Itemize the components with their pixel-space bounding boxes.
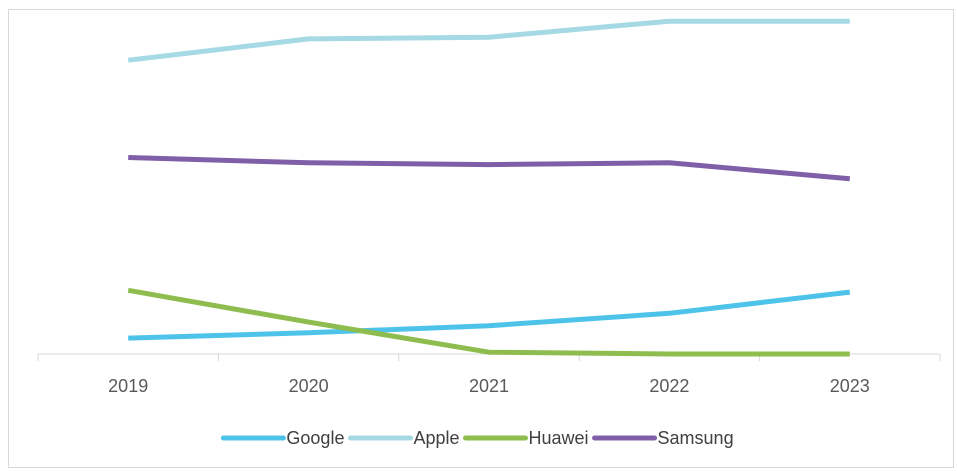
series-line-google (128, 289, 851, 341)
series-line-huawei (127, 287, 850, 357)
x-tick-label: 2019 (108, 376, 148, 396)
x-tick-label: 2020 (289, 376, 329, 396)
plot-series (127, 18, 851, 357)
legend: Google Apple Huawei Samsung (220, 428, 734, 448)
legend-label-samsung: Samsung (658, 428, 734, 448)
x-axis: 2019 2020 2021 2022 2023 (37, 353, 941, 396)
x-tick-label: 2021 (469, 376, 509, 396)
legend-label-google: Google (286, 428, 344, 448)
series-line-samsung (128, 155, 851, 182)
legend-label-huawei: Huawei (529, 428, 589, 448)
x-tick-label: 2023 (830, 376, 870, 396)
chart-frame (8, 9, 954, 468)
legend-label-apple: Apple (413, 428, 459, 448)
x-tick-label: 2022 (649, 376, 689, 396)
series-line-apple (127, 18, 850, 63)
